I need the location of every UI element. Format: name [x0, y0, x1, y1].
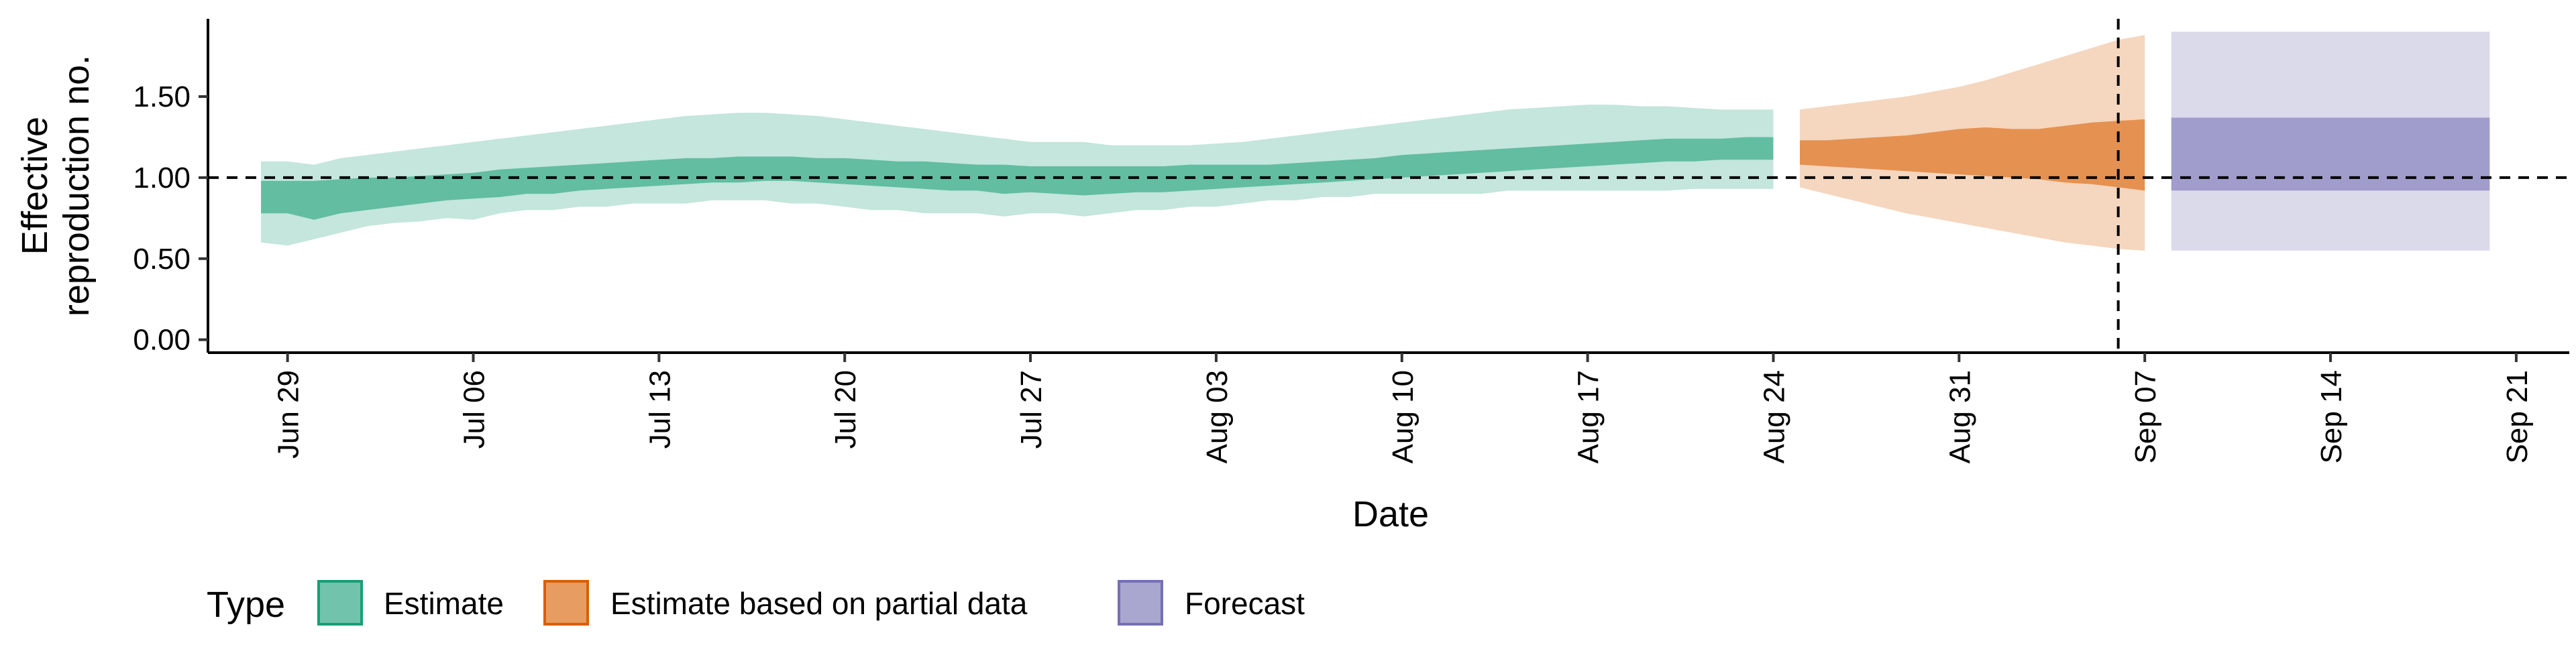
legend-key-estimate	[317, 580, 363, 626]
axes-layer	[199, 19, 2569, 362]
bands-layer	[261, 32, 2490, 251]
y-tick-label: 1.50	[133, 80, 191, 113]
estimate-based-on-partial-data-inner-band	[1800, 119, 2145, 191]
y-axis-title: Effectivereproduction no.	[15, 55, 97, 316]
y-tick-label: 0.50	[133, 243, 191, 276]
x-tick-label: Aug 17	[1572, 370, 1605, 463]
legend: Type Estimate Estimate based on partial da…	[207, 580, 1305, 626]
y-axis-title-line: reproduction no.	[56, 55, 97, 316]
legend-label-estimate-based-on-partial-data: Estimate based on partial data	[610, 586, 1028, 621]
legend-label-forecast: Forecast	[1185, 586, 1305, 621]
x-tick-label: Jul 13	[643, 370, 676, 449]
x-tick-label: Jun 29	[272, 370, 305, 459]
x-tick-label: Aug 10	[1387, 370, 1419, 463]
y-tick-label: 1.00	[133, 162, 191, 194]
legend-label-estimate: Estimate	[384, 586, 504, 621]
forecast-inner-band	[2171, 117, 2490, 191]
x-tick-label: Jul 20	[829, 370, 862, 449]
x-tick-label: Jul 06	[458, 370, 491, 449]
y-axis-title-line: Effective	[15, 117, 55, 255]
legend-title: Type	[207, 585, 285, 625]
labels-layer: 0.00 0.50 1.00 1.50 Jun 29 Jul 06 Jul 13 Jul 20…	[15, 55, 2534, 534]
x-tick-label: Aug 24	[1758, 370, 1791, 463]
x-tick-label: Aug 31	[1943, 370, 1976, 463]
x-tick-label: Sep 14	[2315, 370, 2348, 463]
x-tick-label: Sep 07	[2129, 370, 2162, 463]
legend-key-forecast	[1118, 580, 1163, 626]
x-axis-title: Date	[1352, 494, 1429, 534]
y-tick-label: 0.00	[133, 324, 191, 357]
x-tick-label: Jul 27	[1015, 370, 1048, 449]
x-tick-label: Aug 03	[1201, 370, 1234, 463]
legend-key-estimate-based-on-partial-data	[543, 580, 589, 626]
x-tick-label: Sep 21	[2501, 370, 2534, 463]
